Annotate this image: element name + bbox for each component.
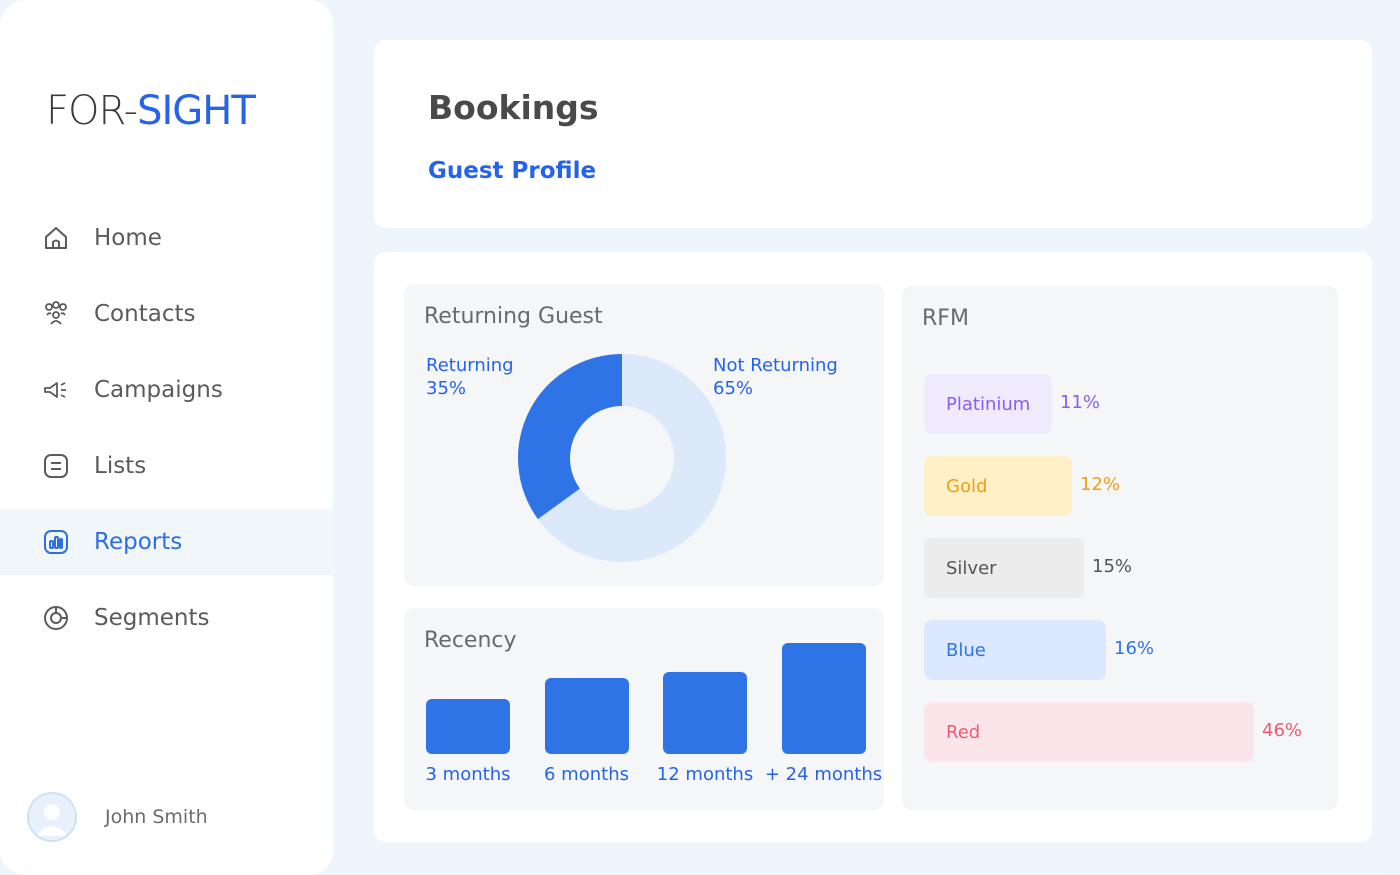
not-returning-legend: Not Returning 65%	[713, 354, 838, 400]
rfm-panel: RFM Platinium 11% Gold 12% Silver 15% Blue 16% R…	[902, 286, 1338, 810]
donut-slice-returning	[518, 354, 622, 520]
rfm-bar: Platinium	[924, 374, 1052, 434]
returning-label: Returning	[426, 355, 514, 376]
panel-title: RFM	[922, 306, 969, 331]
recency-bar	[781, 643, 866, 754]
sidebar-item-campaigns[interactable]: Campaigns	[0, 357, 333, 423]
sidebar-item-label: Campaigns	[94, 377, 223, 403]
returning-donut-chart	[518, 354, 726, 562]
segments-icon	[42, 604, 70, 632]
reports-icon	[42, 528, 70, 556]
sidebar-item-segments[interactable]: Segments	[0, 585, 333, 651]
rfm-bar-value: 46%	[1262, 720, 1303, 741]
user-name: John Smith	[105, 806, 208, 828]
returning-legend: Returning 35%	[426, 354, 514, 400]
header-card: Bookings Guest Profile	[374, 40, 1372, 228]
sidebar-item-home[interactable]: Home	[0, 205, 333, 271]
recency-bar	[663, 672, 747, 754]
page-title: Bookings	[428, 88, 599, 127]
not-returning-label: Not Returning	[713, 355, 838, 376]
sidebar-item-label: Contacts	[94, 301, 196, 327]
home-icon	[42, 224, 70, 252]
donut-slice-not-returning	[537, 354, 726, 562]
sidebar-item-contacts[interactable]: Contacts	[0, 281, 333, 347]
returning-guest-panel: Returning Guest Returning 35% Not Return…	[404, 284, 884, 586]
brand-logo-part2: SIGHT	[137, 88, 256, 134]
sidebar-item-reports[interactable]: Reports	[0, 509, 333, 575]
user-profile[interactable]: John Smith	[27, 792, 208, 842]
sidebar: FOR-SIGHT Home	[0, 0, 333, 875]
sidebar-item-label: Reports	[94, 529, 183, 555]
panel-title: Returning Guest	[424, 304, 603, 329]
returning-value: 35%	[426, 378, 467, 399]
not-returning-value: 65%	[713, 378, 754, 399]
list-icon	[42, 452, 70, 480]
rfm-bar-value: 12%	[1080, 474, 1121, 495]
sidebar-nav: Home Contacts	[0, 205, 333, 661]
rfm-bar: Blue	[924, 620, 1106, 680]
recency-bar	[544, 678, 629, 754]
rfm-bar-value: 16%	[1114, 638, 1155, 659]
sidebar-item-label: Segments	[94, 605, 210, 631]
recency-bar-label: 6 months	[544, 764, 629, 785]
sidebar-item-label: Home	[94, 225, 162, 251]
rfm-bar-value: 15%	[1092, 556, 1133, 577]
recency-panel: Recency 3 months 6 months 12 months + 24 mo…	[404, 608, 884, 810]
sidebar-item-label: Lists	[94, 453, 147, 479]
rfm-bar: Silver	[924, 538, 1084, 598]
recency-bar-label: + 24 months	[764, 764, 883, 785]
avatar-icon[interactable]	[27, 792, 77, 842]
contacts-icon	[42, 300, 70, 328]
rfm-bar: Red	[924, 702, 1254, 762]
megaphone-icon	[42, 376, 70, 404]
guest-profile-link[interactable]: Guest Profile	[428, 158, 597, 184]
report-card: Returning Guest Returning 35% Not Return…	[374, 252, 1372, 842]
recency-bar-label: 12 months	[656, 764, 754, 785]
rfm-bar-value: 11%	[1060, 392, 1101, 413]
brand-logo-part1: FOR-	[46, 88, 138, 134]
panel-title: Recency	[424, 628, 517, 653]
rfm-bar: Gold	[924, 456, 1072, 516]
brand-logo[interactable]: FOR-SIGHT	[46, 88, 256, 134]
sidebar-item-lists[interactable]: Lists	[0, 433, 333, 499]
recency-bar	[426, 699, 510, 754]
recency-bar-label: 3 months	[425, 764, 511, 785]
